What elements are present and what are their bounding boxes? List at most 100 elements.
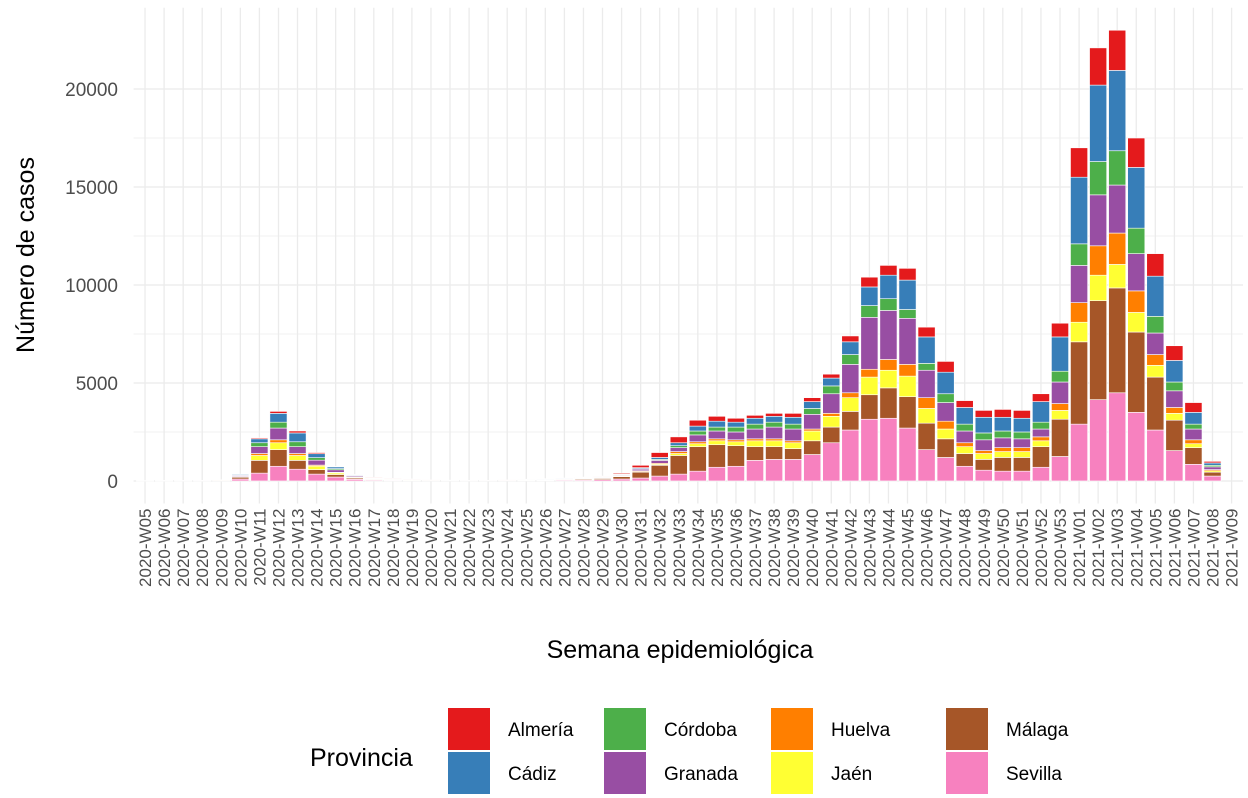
bar-segment — [612, 472, 631, 475]
bar-segment — [784, 442, 803, 449]
x-tick-label: 2020-W10 — [231, 509, 250, 587]
x-tick-label: 2021-W09 — [1223, 509, 1242, 587]
bar-segment — [803, 440, 822, 455]
bar-segment — [917, 408, 936, 424]
x-tick-label: 2020-W07 — [174, 509, 193, 587]
bar-segment — [708, 466, 726, 482]
y-tick-label: 0 — [107, 472, 118, 493]
bar-segment — [250, 437, 269, 440]
bar-segment — [1165, 413, 1184, 421]
bar-segment — [669, 447, 688, 452]
bar-segment — [860, 376, 879, 396]
bar-segment — [669, 436, 688, 444]
x-tick-label: 2020-W21 — [441, 509, 460, 587]
x-tick-label: 2020-W33 — [670, 509, 689, 587]
x-tick-label: 2020-W26 — [536, 509, 555, 587]
legend-swatch — [448, 752, 490, 794]
bar-segment — [1127, 412, 1146, 482]
bar-segment — [1070, 265, 1088, 303]
bar-segment — [727, 431, 745, 441]
legend-label: Sevilla — [1006, 764, 1062, 785]
x-tick-label: 2020-W11 — [250, 509, 269, 586]
bar-segment — [841, 411, 860, 431]
bar-segment — [307, 457, 326, 461]
bar-segment — [879, 298, 898, 311]
x-tick-label: 2020-W27 — [555, 509, 574, 587]
bar-segment — [1013, 438, 1031, 448]
y-tick-label: 15000 — [65, 178, 118, 199]
x-tick-label: 2020-W53 — [1051, 509, 1070, 587]
bar-segment — [1070, 243, 1088, 266]
bar-segment — [1070, 423, 1088, 482]
bar-segment — [1108, 150, 1127, 186]
y-tick-label: 5000 — [76, 374, 118, 395]
bar-segment — [727, 445, 745, 467]
bar-segment — [1089, 84, 1108, 162]
bar-segment — [784, 416, 803, 425]
bar-segment — [727, 421, 745, 428]
bar-segment — [860, 317, 879, 370]
bar-segment — [917, 369, 936, 398]
bar-segment — [650, 475, 669, 482]
bar-segment — [860, 276, 879, 288]
bar-segment — [784, 448, 803, 460]
bar-segment — [1070, 302, 1088, 323]
x-tick-label: 2020-W23 — [479, 509, 498, 587]
bar-segment — [955, 465, 974, 482]
bar-segment — [1165, 381, 1184, 392]
bar-segment — [765, 426, 783, 440]
bar-segment — [669, 455, 688, 475]
bar-segment — [955, 400, 974, 408]
x-tick-label: 2021-W06 — [1165, 509, 1184, 587]
x-tick-label: 2020-W44 — [879, 509, 898, 587]
bar-segment — [993, 437, 1012, 448]
bar-segment — [765, 440, 783, 447]
bar-segment — [269, 413, 288, 423]
bar-segment — [917, 422, 936, 450]
bar-segment — [288, 430, 307, 434]
x-tick-label: 2020-W51 — [1013, 509, 1032, 587]
legend-label: Granada — [664, 764, 738, 785]
bar-segment — [917, 363, 936, 371]
x-tick-label: 2020-W31 — [632, 509, 651, 587]
bar-segment — [765, 421, 783, 428]
legend-label: Huelva — [831, 720, 891, 741]
bar-segment — [288, 455, 307, 461]
bar-segment — [688, 443, 707, 447]
bar-segment — [993, 409, 1012, 418]
bar-segment — [784, 413, 803, 418]
x-tick-label: 2021-W08 — [1204, 509, 1223, 587]
x-tick-label: 2020-W50 — [994, 509, 1013, 587]
bar-segment — [898, 309, 917, 319]
bar-segment — [898, 279, 917, 310]
bar-segment — [727, 426, 745, 433]
bar-segment — [860, 418, 879, 482]
bar-segment — [1146, 275, 1165, 317]
bar-segment — [1165, 407, 1184, 414]
bar-segment — [765, 413, 783, 417]
bar-segment — [898, 318, 917, 365]
bar-segment — [822, 377, 841, 387]
bar-segment — [974, 416, 993, 434]
x-tick-label: 2020-W05 — [136, 509, 155, 587]
bar-segment — [250, 442, 269, 447]
bar-segment — [955, 442, 974, 447]
legend-swatch — [448, 708, 490, 750]
x-tick-label: 2020-W25 — [517, 509, 536, 587]
x-tick-label: 2021-W03 — [1108, 509, 1127, 587]
bar-segment — [688, 446, 707, 472]
bar-segment — [841, 335, 860, 343]
bar-segment — [936, 438, 955, 458]
bar-segment — [898, 364, 917, 377]
x-tick-label: 2020-W09 — [212, 509, 231, 587]
bar-segment — [1013, 417, 1031, 433]
bar-segment — [1070, 147, 1088, 178]
x-tick-label: 2020-W29 — [594, 509, 613, 587]
bar-segment — [1127, 227, 1146, 254]
bar-segment — [1165, 419, 1184, 451]
bar-segment — [860, 286, 879, 306]
bar-segment — [1089, 245, 1108, 276]
bar-segment — [841, 397, 860, 412]
bar-segment — [250, 446, 269, 454]
